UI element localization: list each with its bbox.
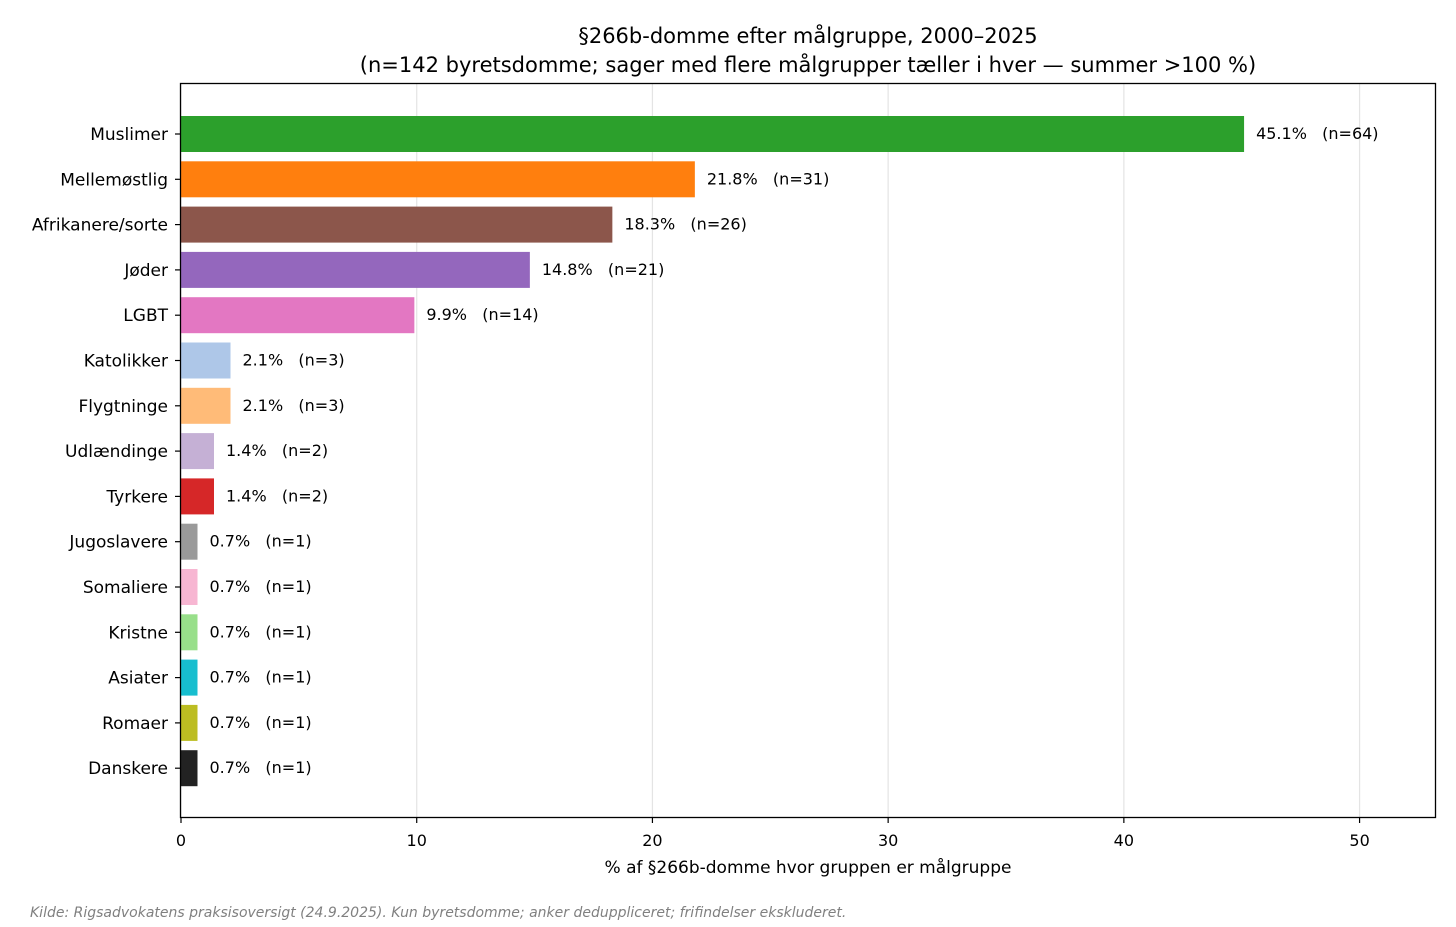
value-label: 21.8% (n=31) — [707, 169, 829, 188]
value-label: 9.9% (n=14) — [426, 305, 538, 324]
x-axis-label: % af §266b-domme hvor gruppen er målgrup… — [605, 857, 1012, 878]
x-tick-label: 10 — [407, 831, 427, 850]
bar — [181, 206, 613, 243]
x-tick-label: 50 — [1349, 831, 1369, 850]
category-label: Jugoslavere — [68, 533, 168, 553]
x-tick-label: 0 — [176, 831, 186, 850]
value-label: 2.1% (n=3) — [243, 351, 345, 370]
category-label: Danskere — [88, 759, 168, 779]
value-label: 0.7% (n=1) — [210, 713, 312, 732]
value-label: 0.7% (n=1) — [210, 668, 312, 687]
bar — [181, 433, 214, 470]
value-label: 0.7% (n=1) — [210, 532, 312, 551]
value-label: 0.7% (n=1) — [210, 758, 312, 777]
value-label: 1.4% (n=2) — [226, 486, 328, 505]
chart-title: §266b-domme efter målgruppe, 2000–2025 — [578, 23, 1037, 48]
category-label: Asiater — [108, 669, 168, 689]
bar — [181, 523, 198, 560]
chart-subtitle: (n=142 byretsdomme; sager med flere målg… — [360, 52, 1256, 77]
bar — [181, 478, 214, 515]
category-label: Flygtninge — [78, 397, 168, 417]
bar — [181, 750, 198, 787]
category-label: Kristne — [108, 623, 168, 643]
bar — [181, 659, 198, 696]
category-label: Somaliere — [83, 578, 168, 598]
bar — [181, 704, 198, 741]
value-label: 0.7% (n=1) — [210, 577, 312, 596]
category-label: Udlændinge — [65, 442, 168, 462]
bar — [181, 297, 415, 334]
bars — [181, 116, 1245, 787]
value-label: 45.1% (n=64) — [1256, 124, 1378, 143]
category-label: LGBT — [123, 306, 168, 326]
value-label: 2.1% (n=3) — [243, 396, 345, 415]
category-label: Jøder — [123, 261, 168, 281]
bar — [181, 387, 231, 424]
bar — [181, 161, 695, 198]
bar — [181, 116, 1245, 152]
plot-frame — [179, 82, 1437, 819]
category-labels: Muslimer Mellemøstlig Afrikanere/sorte Jøde… — [32, 125, 181, 779]
category-label: Romaer — [102, 714, 168, 734]
value-label: 1.4% (n=2) — [226, 441, 328, 460]
category-label: Mellemøstlig — [60, 170, 168, 190]
value-label: 14.8% (n=21) — [542, 260, 664, 279]
x-axis-ticks: 0 10 20 30 40 50 — [176, 817, 1370, 850]
bar — [181, 342, 231, 379]
x-tick-label: 40 — [1114, 831, 1134, 850]
x-tick-label: 30 — [878, 831, 898, 850]
bar — [181, 614, 198, 651]
x-tick-label: 20 — [642, 831, 662, 850]
category-label: Afrikanere/sorte — [32, 216, 168, 236]
category-label: Katolikker — [84, 352, 168, 372]
source-note: Kilde: Rigsadvokatens praksisoversigt (2… — [30, 905, 846, 921]
category-label: Muslimer — [90, 125, 168, 145]
category-label: Tyrkere — [105, 487, 168, 507]
value-label: 18.3% (n=26) — [624, 215, 746, 234]
bar — [181, 569, 198, 605]
bar — [181, 251, 530, 288]
value-labels: 45.1% (n=64) 21.8% (n=31) 18.3% (n=26) 14.8… — [210, 124, 1379, 777]
value-label: 0.7% (n=1) — [210, 622, 312, 641]
